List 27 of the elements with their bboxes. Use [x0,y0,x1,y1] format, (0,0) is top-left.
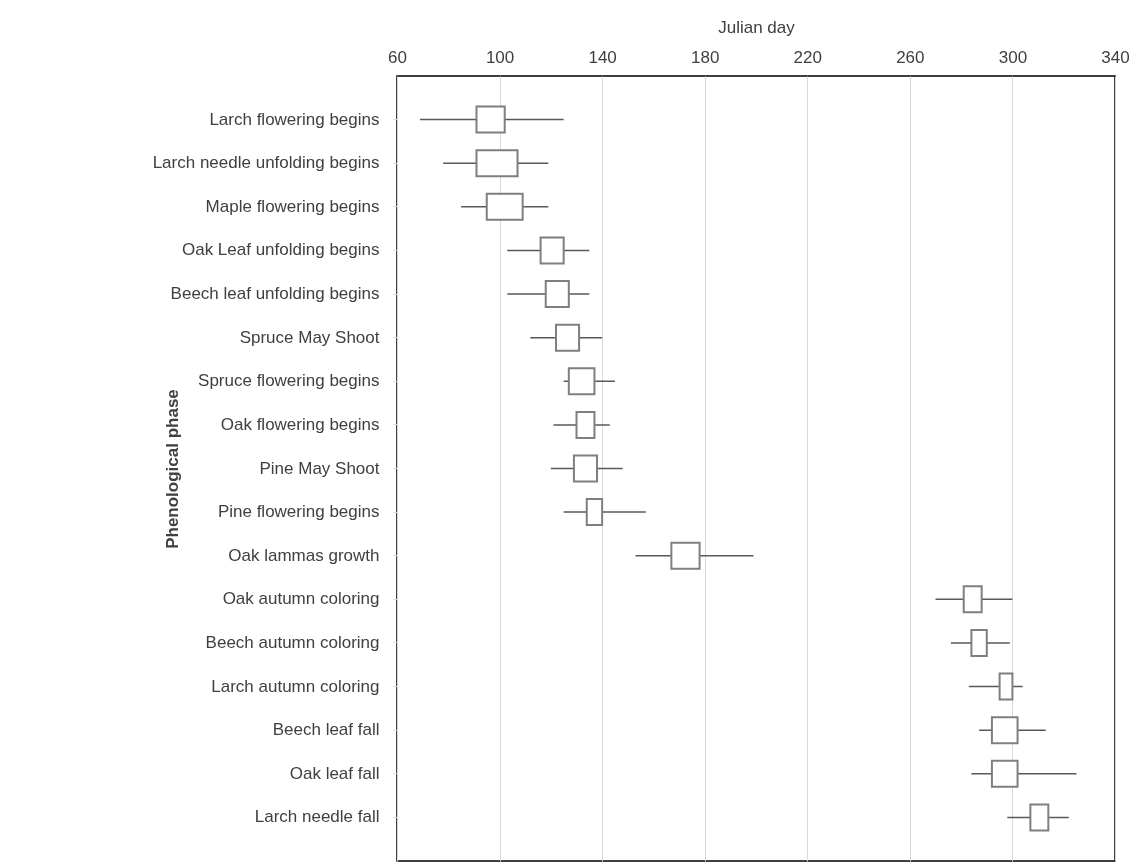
y-tick-label: Beech leaf unfolding begins [170,284,380,304]
x-tick-label: 60 [388,47,407,67]
y-tick-label: Beech autumn coloring [205,632,380,652]
x-tick-label: 220 [793,47,822,67]
x-tick-label: 340 [1101,47,1130,67]
y-tick-label: Oak lammas growth [228,545,380,565]
y-tick-label: Larch flowering begins [209,109,380,129]
y-tick-label: Pine May Shoot [259,458,380,478]
y-tick-label: Oak flowering begins [220,414,380,434]
y-tick-label: Maple flowering begins [205,196,380,216]
y-tick-label: Spruce flowering begins [198,371,380,391]
y-tick-label: Spruce May Shoot [239,327,380,347]
x-tick-label: 300 [998,47,1028,67]
y-tick-label: Oak leaf fall [289,763,380,783]
y-tick-label: Beech leaf fall [272,720,380,740]
x-tick-label: 100 [485,47,515,67]
y-tick-label: Larch needle unfolding begins [152,153,380,173]
y-axis-title: Phenological phase [162,389,182,549]
x-tick-label: 260 [896,47,925,67]
y-tick-label: Oak Leaf unfolding begins [181,240,380,260]
x-axis-title: Julian day [718,17,796,37]
y-tick-label: Pine flowering begins [217,502,380,522]
x-tick-label: 140 [588,47,617,67]
x-tick-label: 180 [691,47,720,67]
y-tick-label: Larch needle fall [254,807,380,827]
y-tick-label: Oak autumn coloring [222,589,380,609]
y-tick-label: Larch autumn coloring [211,676,380,696]
